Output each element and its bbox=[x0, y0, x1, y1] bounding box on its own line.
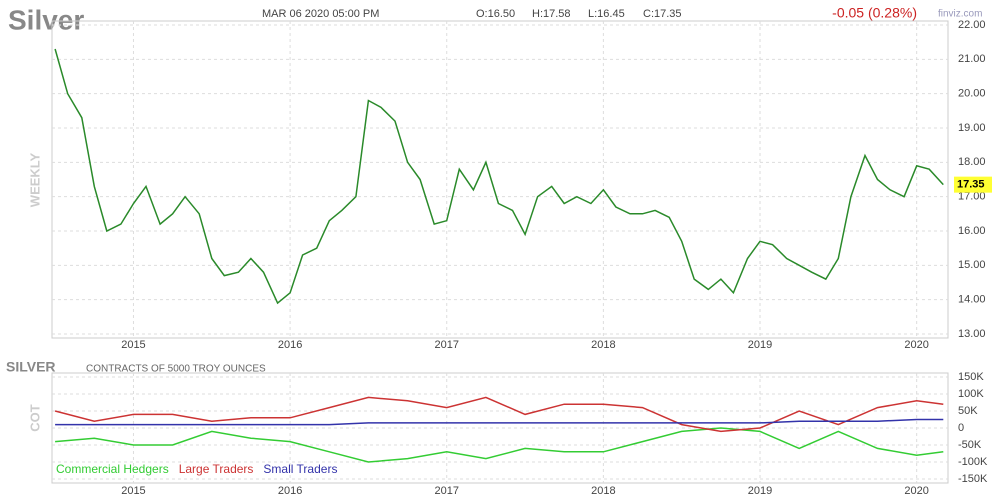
y-label: WEEKLY bbox=[27, 152, 42, 207]
x-tick-label: 2015 bbox=[121, 485, 145, 497]
x-tick-label: 2019 bbox=[748, 485, 772, 497]
x-tick-label: 2018 bbox=[591, 485, 615, 497]
source: finviz.com bbox=[938, 9, 982, 20]
y-tick-label: -150K bbox=[958, 473, 988, 485]
x-tick-label: 2020 bbox=[904, 339, 928, 351]
series-line bbox=[55, 427, 944, 463]
y-tick-label: 100K bbox=[958, 388, 984, 400]
x-tick-label: 2015 bbox=[121, 339, 145, 351]
y-tick-label: 19.00 bbox=[958, 122, 986, 134]
price-tag bbox=[954, 176, 992, 193]
x-tick-label: 2017 bbox=[434, 339, 458, 351]
price-line bbox=[54, 48, 944, 305]
close: C:17.35 bbox=[643, 8, 682, 20]
y-tick-label: 150K bbox=[958, 371, 984, 383]
x-tick-label: 2017 bbox=[434, 485, 458, 497]
y-tick-label: 17.00 bbox=[958, 191, 986, 203]
series-line bbox=[54, 396, 944, 433]
y-tick-label: 15.00 bbox=[958, 259, 986, 271]
chart-title: Silver bbox=[8, 4, 84, 35]
legend-entry: Large Traders bbox=[179, 462, 254, 476]
x-tick-label: 2019 bbox=[748, 339, 772, 351]
legend-entry: Commercial Hedgers bbox=[56, 462, 169, 476]
y-tick-label: 13.00 bbox=[958, 328, 986, 340]
cot-title: SILVER bbox=[6, 359, 56, 375]
y-tick-label: -100K bbox=[958, 456, 988, 468]
date: MAR 06 2020 05:00 PM bbox=[262, 8, 379, 20]
legend-entry: Small Traders bbox=[263, 462, 337, 476]
y-tick-label: -50K bbox=[958, 439, 982, 451]
y-tick-label: 50K bbox=[958, 405, 978, 417]
y-tick-label: 14.00 bbox=[958, 294, 986, 306]
y-tick-label: 20.00 bbox=[958, 88, 986, 100]
y-tick-label: 0 bbox=[958, 422, 964, 434]
x-tick-label: 2016 bbox=[278, 339, 302, 351]
series-line bbox=[55, 418, 944, 426]
cot-y-label: COT bbox=[27, 404, 42, 432]
y-tick-label: 21.00 bbox=[958, 53, 986, 65]
low: L:16.45 bbox=[588, 8, 625, 20]
x-tick-label: 2016 bbox=[278, 485, 302, 497]
high: H:17.58 bbox=[532, 8, 571, 20]
y-tick-label: 18.00 bbox=[958, 156, 986, 168]
y-tick-label: 22.00 bbox=[958, 19, 986, 31]
x-tick-label: 2018 bbox=[591, 339, 615, 351]
change: -0.05 (0.28%) bbox=[832, 5, 917, 21]
y-tick-label: 16.00 bbox=[958, 225, 986, 237]
cot-subtitle: CONTRACTS OF 5000 TROY OUNCES bbox=[86, 364, 266, 375]
open: O:16.50 bbox=[476, 8, 515, 20]
price-tag-label: 17.35 bbox=[957, 179, 985, 191]
plot-frame bbox=[51, 20, 949, 339]
x-tick-label: 2020 bbox=[904, 485, 928, 497]
